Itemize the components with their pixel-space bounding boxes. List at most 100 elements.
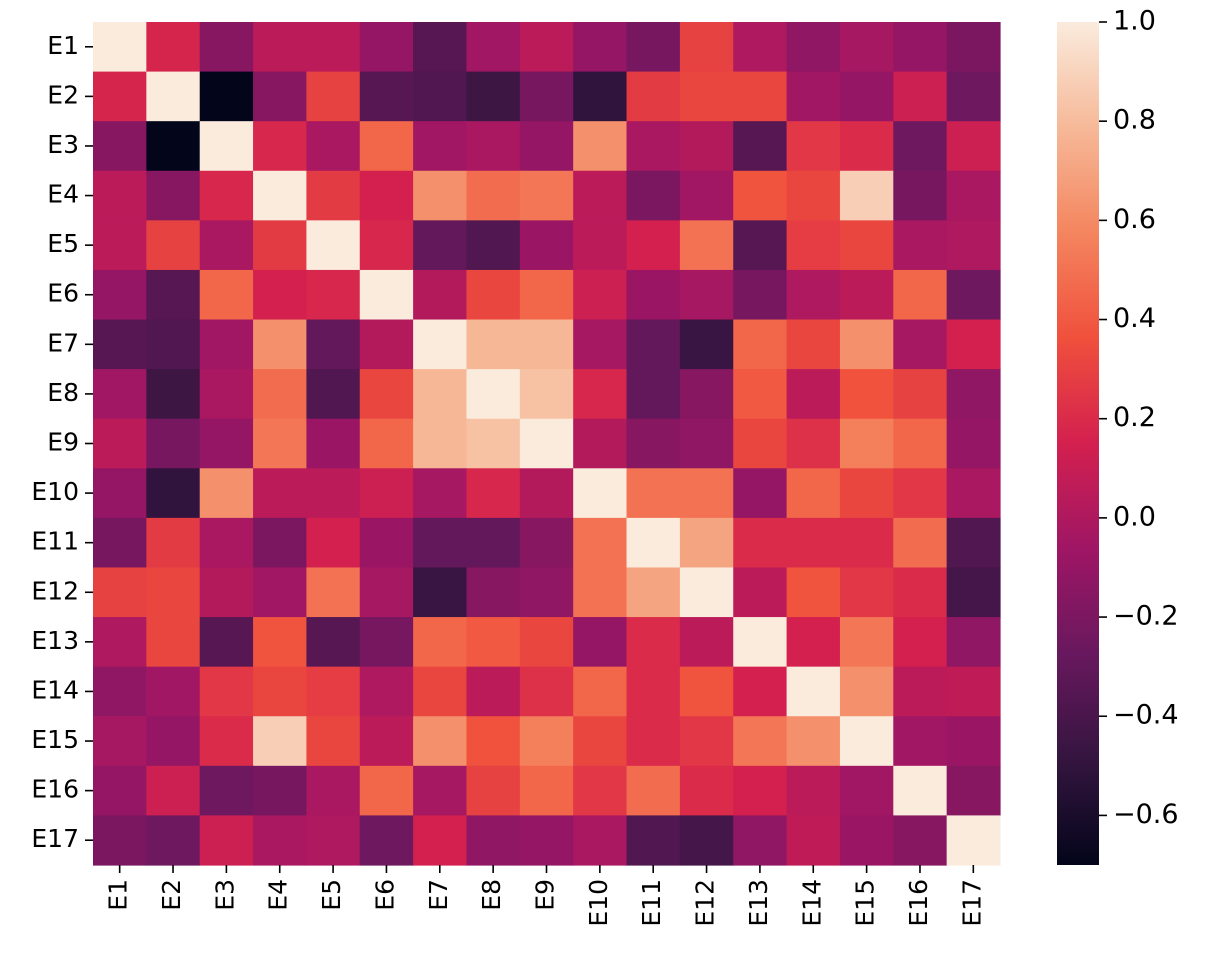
y-tick-label: E7 — [47, 328, 79, 357]
x-axis-labels: E1 E2 E3 E4 E5 E6 E7 E8 E9 E10 E11 E12 E13 E14 E15 E16 E… — [104, 865, 986, 927]
heatmap-cell — [359, 567, 414, 618]
heatmap-cell — [786, 170, 841, 221]
heatmap-cell — [573, 617, 628, 668]
heatmap-cell — [413, 319, 468, 370]
heatmap-cell — [626, 517, 681, 569]
heatmap-cell — [733, 220, 788, 271]
heatmap-cell — [946, 815, 1001, 866]
heatmap-cell — [946, 22, 1001, 73]
heatmap-cell — [679, 170, 734, 221]
heatmap-cell — [893, 617, 948, 668]
heatmap-cell — [199, 269, 254, 321]
heatmap-cell — [839, 369, 894, 420]
heatmap-cell — [413, 517, 468, 569]
heatmap-cell — [839, 517, 894, 569]
heatmap-cell — [93, 468, 147, 519]
heatmap-cell — [839, 220, 894, 271]
heatmap-cell — [519, 567, 574, 618]
colorbar-tick-label: 0.0 — [1113, 501, 1156, 532]
heatmap-cell — [199, 567, 254, 618]
x-tick-label: E17 — [957, 879, 986, 927]
heatmap-cell — [519, 170, 574, 221]
heatmap-cell — [573, 121, 628, 172]
heatmap-cell — [253, 567, 308, 618]
heatmap-cell — [626, 170, 681, 221]
heatmap-cell — [93, 220, 147, 271]
heatmap-cell — [946, 369, 1001, 420]
heatmap-cell — [253, 170, 308, 221]
x-tick-label: E9 — [531, 879, 560, 911]
x-tick-label: E14 — [797, 879, 826, 927]
x-tick-label: E6 — [370, 879, 399, 911]
heatmap-cell — [466, 716, 521, 767]
heatmap-cell — [146, 319, 201, 370]
heatmap-cell — [839, 269, 894, 321]
heatmap-cell — [626, 369, 681, 420]
heatmap-cell — [786, 121, 841, 172]
heatmap-cell — [679, 716, 734, 767]
heatmap-cell — [93, 170, 147, 221]
heatmap-cell — [679, 468, 734, 519]
heatmap-cell — [679, 220, 734, 271]
heatmap-cell — [626, 468, 681, 519]
heatmap-cell — [413, 567, 468, 618]
heatmap-cell — [359, 269, 414, 321]
heatmap-cell — [679, 517, 734, 569]
heatmap-cell — [573, 468, 628, 519]
heatmap-cell — [199, 71, 254, 122]
heatmap-cell — [893, 220, 948, 271]
heatmap-cell — [146, 815, 201, 866]
heatmap-cell — [413, 418, 468, 469]
heatmap-cell — [893, 567, 948, 618]
heatmap-cell — [946, 617, 1001, 668]
colorbar-tick-label: −0.2 — [1113, 601, 1179, 632]
heatmap-cell — [93, 567, 147, 618]
heatmap-cell — [519, 716, 574, 767]
heatmap-cell — [786, 716, 841, 767]
y-tick-label: E3 — [47, 130, 79, 159]
heatmap-cell — [573, 716, 628, 767]
heatmap-cell — [893, 418, 948, 469]
heatmap-cell — [626, 220, 681, 271]
heatmap-cell — [306, 121, 361, 172]
heatmap-cell — [466, 418, 521, 469]
heatmap-cell — [839, 319, 894, 370]
heatmap-cell — [146, 369, 201, 420]
heatmap-cell — [199, 319, 254, 370]
heatmap-cell — [733, 567, 788, 618]
heatmap-cell — [786, 517, 841, 569]
heatmap-cell — [626, 765, 681, 817]
heatmap-cell — [679, 121, 734, 172]
heatmap-cells — [93, 22, 1001, 866]
heatmap-cell — [786, 220, 841, 271]
heatmap-cell — [413, 170, 468, 221]
heatmap-cell — [626, 319, 681, 370]
y-tick-label: E14 — [31, 675, 79, 704]
colorbar-tick-label: 0.4 — [1113, 303, 1156, 334]
heatmap-cell — [146, 269, 201, 321]
heatmap-cell — [359, 71, 414, 122]
y-tick-label: E11 — [31, 527, 79, 556]
heatmap-cell — [306, 269, 361, 321]
x-tick-label: E4 — [264, 879, 293, 911]
heatmap-cell — [466, 170, 521, 221]
heatmap-cell — [946, 716, 1001, 767]
heatmap-cell — [359, 468, 414, 519]
y-tick-label: E15 — [31, 725, 79, 754]
y-tick-label: E6 — [47, 279, 79, 308]
heatmap-cell — [146, 22, 201, 73]
heatmap-cell — [413, 765, 468, 817]
heatmap-cell — [93, 269, 147, 321]
heatmap-cell — [359, 617, 414, 668]
colorbar-tick-label: −0.6 — [1113, 799, 1179, 830]
colorbar-tick-label: −0.4 — [1113, 700, 1179, 731]
heatmap-cell — [199, 517, 254, 569]
heatmap-cell — [573, 418, 628, 469]
heatmap-cell — [253, 121, 308, 172]
heatmap-cell — [199, 815, 254, 866]
heatmap-cell — [786, 319, 841, 370]
heatmap-cell — [306, 468, 361, 519]
heatmap-cell — [253, 617, 308, 668]
heatmap-cell — [893, 815, 948, 866]
heatmap-cell — [573, 765, 628, 817]
